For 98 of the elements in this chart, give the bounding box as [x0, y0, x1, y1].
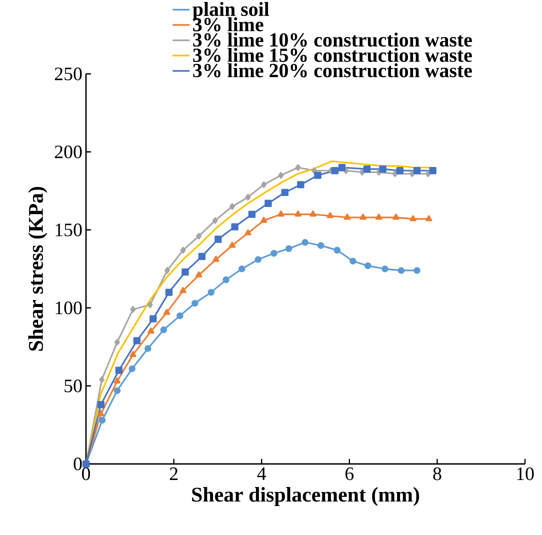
point — [310, 210, 316, 217]
y-tick-label: 250 — [54, 68, 82, 80]
point — [409, 170, 415, 178]
point — [212, 256, 220, 262]
point — [379, 166, 386, 173]
point — [160, 326, 168, 334]
point — [144, 345, 152, 352]
point — [326, 212, 334, 218]
x-tick-label: 4 — [257, 467, 266, 480]
point — [413, 167, 421, 174]
point — [261, 181, 267, 188]
x-tick-label: 6 — [345, 467, 354, 480]
point — [392, 170, 398, 178]
point — [254, 256, 262, 263]
point — [130, 350, 136, 358]
point — [295, 164, 301, 171]
point — [294, 210, 302, 217]
y-tick-label: 50 — [64, 380, 82, 392]
point — [165, 288, 173, 296]
point — [248, 210, 256, 218]
point — [98, 416, 106, 424]
point — [312, 167, 318, 174]
point — [128, 365, 136, 372]
point — [334, 246, 341, 254]
point — [314, 172, 322, 179]
point — [392, 214, 400, 220]
point — [182, 268, 189, 276]
point — [99, 376, 105, 384]
x-tick-label: 10 — [517, 467, 534, 480]
point — [425, 215, 432, 222]
point — [410, 215, 416, 222]
point — [196, 232, 202, 240]
point — [398, 267, 405, 274]
y-tick-label: 100 — [56, 302, 82, 314]
y-axis-title: Shear stress (KPa) — [28, 186, 48, 351]
point — [244, 229, 252, 236]
point — [208, 288, 215, 296]
point — [148, 328, 154, 334]
point — [114, 338, 120, 346]
point — [130, 306, 136, 313]
legend-label: 3% lime 20% construction waste — [193, 63, 472, 78]
point — [214, 236, 222, 243]
point — [375, 214, 382, 220]
point — [180, 246, 186, 254]
point — [264, 200, 272, 208]
point — [338, 164, 346, 172]
point — [195, 271, 202, 278]
point — [260, 216, 268, 223]
x-tick-label: 8 — [433, 467, 442, 480]
y-tick-label: 150 — [56, 224, 82, 236]
point — [281, 188, 288, 196]
point — [363, 166, 371, 173]
point — [285, 245, 292, 252]
point — [164, 267, 170, 274]
point — [191, 300, 198, 307]
point — [147, 301, 153, 308]
point — [344, 214, 351, 220]
point — [180, 287, 186, 294]
point — [150, 315, 157, 322]
point — [245, 194, 251, 201]
point — [382, 266, 388, 272]
point — [114, 387, 121, 394]
x-axis-title: Shear displacement (mm) — [192, 487, 420, 506]
point — [97, 401, 105, 408]
point — [176, 312, 184, 320]
point — [228, 242, 236, 248]
point — [414, 267, 420, 274]
point — [302, 239, 308, 246]
point — [359, 168, 365, 176]
point — [133, 337, 141, 344]
point — [425, 170, 431, 178]
y-tick-label: 0 — [74, 458, 82, 470]
point — [364, 262, 372, 270]
point — [317, 242, 324, 249]
point — [98, 410, 104, 416]
legend-label: 3% lime 15% construction waste — [193, 48, 472, 62]
x-tick-label: 0 — [82, 467, 90, 480]
point — [238, 266, 246, 272]
legend-label: 3% lime 10% construction waste — [193, 32, 472, 47]
x-tick-label: 2 — [170, 467, 178, 480]
point — [350, 258, 356, 265]
point — [198, 252, 206, 260]
y-tick-label: 200 — [54, 146, 82, 158]
point — [270, 250, 278, 257]
point — [114, 377, 121, 384]
point — [115, 366, 123, 374]
point — [278, 172, 284, 179]
point — [163, 308, 170, 315]
point — [222, 276, 230, 284]
point — [278, 210, 284, 217]
point — [212, 217, 218, 224]
point — [396, 167, 404, 174]
point — [297, 181, 304, 188]
point — [360, 214, 366, 220]
point — [229, 203, 235, 210]
point — [231, 223, 238, 230]
point — [331, 167, 339, 174]
point — [429, 167, 436, 174]
